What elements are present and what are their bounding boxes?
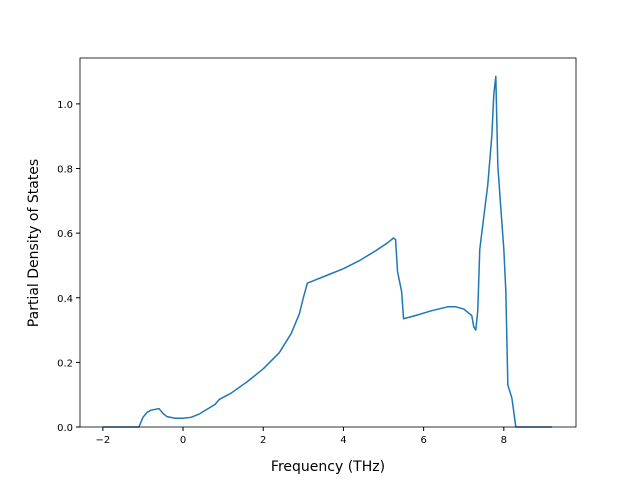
x-axis-label: Frequency (THz) <box>271 459 385 475</box>
data-line <box>102 75 552 428</box>
y-tick-label: 0.6 <box>57 229 73 240</box>
y-axis-label: Partial Density of States <box>26 159 42 327</box>
x-tick-label: 6 <box>420 435 426 446</box>
y-tick-label: 0.0 <box>57 423 73 434</box>
x-tick-label: 8 <box>501 435 507 446</box>
x-tick-label: 2 <box>260 435 266 446</box>
y-tick-label: 0.8 <box>57 165 73 176</box>
x-tick-label: 0 <box>180 435 186 446</box>
plot-frame <box>79 57 577 428</box>
y-tick-label: 1.0 <box>57 100 73 111</box>
y-tick-label: 0.4 <box>57 294 73 305</box>
y-tick-label: 0.2 <box>57 358 73 369</box>
x-tick-label: 4 <box>340 435 346 446</box>
x-tick-label: −2 <box>95 435 110 446</box>
